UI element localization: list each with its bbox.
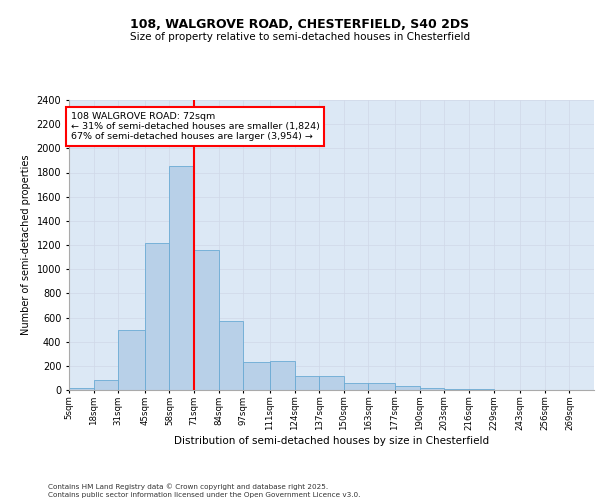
Bar xyxy=(169,166,194,390)
Bar xyxy=(145,242,169,390)
Bar xyxy=(94,380,118,390)
Text: 108 WALGROVE ROAD: 72sqm
← 31% of semi-detached houses are smaller (1,824)
67% o: 108 WALGROVE ROAD: 72sqm ← 31% of semi-d… xyxy=(71,112,320,142)
Y-axis label: Number of semi-detached properties: Number of semi-detached properties xyxy=(21,155,31,336)
Bar xyxy=(444,389,469,390)
Bar xyxy=(395,386,419,390)
Bar xyxy=(118,330,145,390)
Bar xyxy=(368,383,395,390)
Bar xyxy=(69,388,94,390)
Bar xyxy=(295,376,319,390)
Bar xyxy=(270,361,295,390)
Text: Contains HM Land Registry data © Crown copyright and database right 2025.
Contai: Contains HM Land Registry data © Crown c… xyxy=(48,484,361,498)
Text: Size of property relative to semi-detached houses in Chesterfield: Size of property relative to semi-detach… xyxy=(130,32,470,42)
Bar xyxy=(419,388,444,390)
X-axis label: Distribution of semi-detached houses by size in Chesterfield: Distribution of semi-detached houses by … xyxy=(174,436,489,446)
Text: 108, WALGROVE ROAD, CHESTERFIELD, S40 2DS: 108, WALGROVE ROAD, CHESTERFIELD, S40 2D… xyxy=(130,18,470,30)
Bar xyxy=(344,383,368,390)
Bar xyxy=(194,250,219,390)
Bar xyxy=(244,362,270,390)
Bar xyxy=(319,376,344,390)
Bar xyxy=(219,321,244,390)
